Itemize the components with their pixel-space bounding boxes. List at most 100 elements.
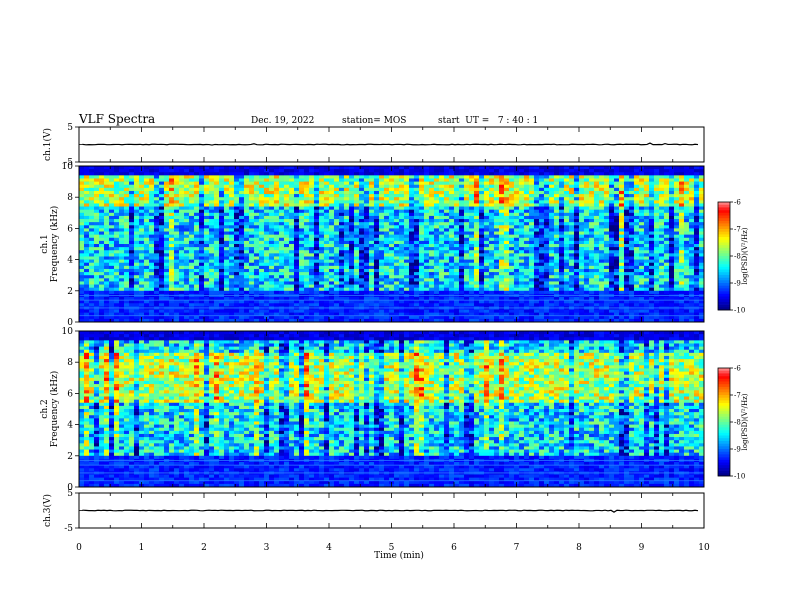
ch1-spectrogram-cell: [524, 303, 530, 307]
ch1-spectrogram-cell: [234, 268, 240, 273]
ch1-spectrogram-cell: [184, 247, 190, 251]
ch1-spectrogram-cell: [344, 200, 350, 204]
ch1-spectrogram-cell: [234, 187, 240, 192]
ch1-spectrogram-cell: [314, 262, 320, 267]
ch1-spectrogram-cell: [124, 203, 130, 207]
ch1-spectrogram-cell: [429, 197, 435, 201]
ch1-spectrogram-cell: [559, 219, 565, 223]
ch1-spectrogram-cell: [239, 225, 245, 229]
ch1-spectrogram-cell: [399, 187, 405, 192]
ch1-spectrogram-cell: [389, 225, 395, 229]
ch1-spectrogram-cell: [564, 278, 570, 282]
ch1-spectrogram-cell: [534, 178, 540, 182]
ch1-spectrogram-cell: [384, 315, 390, 320]
ch1-spectrogram-cell: [374, 297, 380, 301]
ch1-spectrogram-cell: [544, 197, 550, 201]
ch1-spectrogram-cell: [439, 250, 445, 254]
ch1-spectrogram-cell: [274, 247, 280, 251]
ch1-spectrogram-cell: [429, 253, 435, 257]
ch1-spectrogram-cell: [479, 222, 485, 226]
ch1-spectrogram-cell: [169, 237, 175, 242]
ch1-spectrogram-cell: [559, 297, 565, 301]
ch1-spectrogram-cell: [394, 272, 400, 276]
ch1-spectrogram-cell: [459, 206, 465, 210]
ch1-spectrogram-cell: [419, 178, 425, 182]
ch1-spectrogram-cell: [169, 166, 175, 170]
ch1-spectrogram-cell: [269, 318, 275, 323]
ch1-spectrogram-cell: [179, 206, 185, 210]
ch1-spectrogram-cell: [209, 219, 215, 223]
ch1-spectrogram-cell: [504, 275, 510, 279]
ch1-spectrogram-cell: [159, 290, 165, 295]
ch1-spectrogram-cell: [219, 219, 225, 223]
ch1-spectrogram-cell: [99, 281, 105, 285]
ch1-spectrogram-cell: [204, 206, 210, 210]
ch1-spectrogram-cell: [439, 278, 445, 282]
ch1-spectrogram-cell: [109, 318, 115, 323]
ch1-spectrogram-cell: [224, 184, 230, 189]
ch1-spectrogram-cell: [539, 240, 545, 245]
ch1-spectrogram-cell: [189, 318, 195, 323]
ch1-spectrogram-cell: [274, 206, 280, 210]
ch1-spectrogram-cell: [389, 203, 395, 207]
ch1-spectrogram-cell: [554, 240, 560, 245]
ch1-spectrogram-cell: [104, 315, 110, 320]
ch1-spectrogram-cell: [189, 234, 195, 239]
ch1-spectrogram-cell: [224, 234, 230, 239]
ch1-spectrogram-cell: [434, 222, 440, 226]
ch1-spectrogram-cell: [389, 287, 395, 292]
ch1-spectrogram-cell: [94, 203, 100, 207]
ch1-spectrogram-cell: [149, 318, 155, 323]
ch1-spectrogram-cell: [309, 231, 315, 235]
ch1-spectrogram-cell: [184, 312, 190, 317]
ch1-spectrogram-cell: [514, 312, 520, 317]
ch1-spectrogram-cell: [464, 219, 470, 223]
ch1-spectrogram-cell: [419, 256, 425, 260]
ch1-spectrogram-cell: [139, 172, 145, 176]
ch1-spectrogram-cell: [264, 215, 270, 220]
ch1-spectrogram-cell: [179, 265, 185, 270]
ch1-spectrogram-cell: [159, 181, 165, 186]
ch1-spectrogram-cell: [544, 281, 550, 285]
ch1-spectrogram-cell: [534, 200, 540, 204]
ch1-spectrogram-cell: [559, 234, 565, 239]
ch1-spectrogram-cell: [274, 181, 280, 186]
ch1-spectrogram-cell: [514, 172, 520, 176]
ch1-spectrogram-cell: [349, 284, 355, 288]
ch1-spectrogram-cell: [384, 240, 390, 245]
ch1-spectrogram-cell: [279, 200, 285, 204]
ch1-spectrogram-cell: [264, 237, 270, 242]
ch1-spectrogram-cell: [254, 290, 260, 295]
ch1-spectrogram-cell: [529, 318, 535, 323]
ch1-spectrogram-cell: [304, 197, 310, 201]
ch1-spectrogram-cell: [509, 203, 515, 207]
ch1-spectrogram-cell: [149, 169, 155, 173]
ch1-spectrogram-cell: [254, 278, 260, 282]
ch1-spectrogram-cell: [389, 184, 395, 189]
ch1-spectrogram-cell: [549, 265, 555, 270]
ch1-spectrogram-cell: [79, 181, 85, 186]
ch1-spectrogram-cell: [539, 184, 545, 189]
ch1-spectrogram-cell: [124, 197, 130, 201]
ch1-spectrogram-cell: [509, 247, 515, 251]
ch1-spectrogram-cell: [364, 272, 370, 276]
ch1-spectrogram-cell: [214, 206, 220, 210]
ch1-spectrogram-cell: [459, 244, 465, 248]
ch1-spectrogram-cell: [209, 297, 215, 301]
ch1-spectrogram-cell: [489, 215, 495, 220]
ch1-spectrogram-cell: [449, 244, 455, 248]
ch1-spectrogram-cell: [394, 240, 400, 245]
ch1-spectrogram-cell: [124, 215, 130, 220]
ch1-spectrogram-cell: [529, 284, 535, 288]
ch1-spectrogram-cell: [214, 209, 220, 214]
ch1-spectrogram-cell: [354, 172, 360, 176]
ch1-spectrogram-cell: [444, 240, 450, 245]
ch1-spectrogram-cell: [324, 309, 330, 313]
ch1-spectrogram-cell: [224, 231, 230, 235]
ch1-spectrogram-cell: [334, 225, 340, 229]
ch1-spectrogram-cell: [244, 278, 250, 282]
ch1-spectrogram-cell: [244, 231, 250, 235]
ch1-spectrogram-cell: [544, 240, 550, 245]
ch1-spectrogram-cell: [259, 250, 265, 254]
ch1-spectrogram-cell: [99, 278, 105, 282]
